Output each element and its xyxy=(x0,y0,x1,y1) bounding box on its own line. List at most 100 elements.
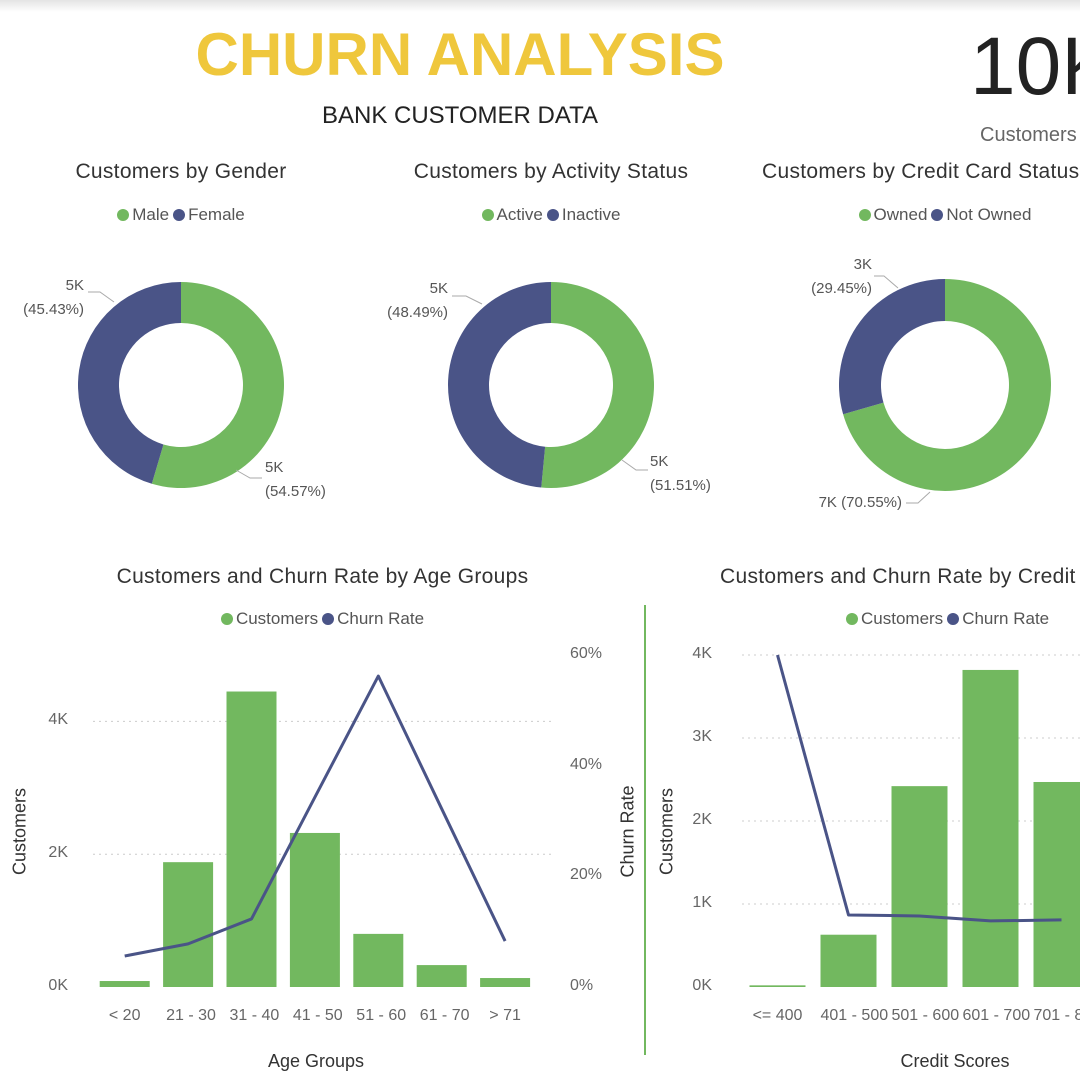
leader-line xyxy=(452,295,483,305)
legend-marker xyxy=(322,613,335,625)
percent-label: (54.57%) xyxy=(265,483,326,500)
y-tick-label: 4K xyxy=(692,645,712,662)
legend-label: Active xyxy=(496,205,543,224)
y-tick-label: 0K xyxy=(48,977,68,994)
chart-title: Customers by Credit Card Status xyxy=(762,160,1080,183)
legend-item: Male xyxy=(117,205,169,225)
x-axis-title: Age Groups xyxy=(267,1051,365,1071)
dashboard-title: CHURN ANALYSIS xyxy=(195,21,725,88)
legend-marker xyxy=(546,209,559,221)
x-tick-label: 21 - 30 xyxy=(166,1007,216,1024)
donut-slice xyxy=(78,282,181,484)
donut-slice xyxy=(843,279,1051,492)
chart-title: Customers and Churn Rate by Credit Score… xyxy=(720,565,1080,588)
legend-item: Owned xyxy=(858,205,928,225)
x-tick-label: 41 - 50 xyxy=(292,1007,343,1024)
x-axis-title: Credit Scores xyxy=(900,1051,1010,1071)
chart-title: Customers by Gender xyxy=(75,160,287,183)
legend-label: Customers xyxy=(235,609,319,628)
legend-marker xyxy=(117,209,130,221)
legend-marker xyxy=(931,209,944,221)
legend: Customers Churn Rate xyxy=(40,609,605,629)
legend-item: Active xyxy=(481,205,543,225)
legend-label: Not Owned xyxy=(946,205,1032,224)
x-tick-label: 61 - 70 xyxy=(419,1007,470,1024)
y2-tick-label: 0% xyxy=(570,977,594,994)
legend-item: Churn Rate xyxy=(947,609,1049,629)
leader-line xyxy=(235,469,262,479)
bar xyxy=(749,985,806,987)
legend-label: Male xyxy=(132,205,170,224)
bar xyxy=(353,933,404,987)
bar xyxy=(163,862,214,987)
percent-label: (48.49%) xyxy=(387,304,448,321)
legend-item: Not Owned xyxy=(931,205,1031,225)
count-label: 5K xyxy=(265,459,284,476)
legend-label: Female xyxy=(188,205,245,224)
x-tick-label: 501 - 600 xyxy=(891,1007,960,1024)
y-tick-label: 1K xyxy=(692,894,712,911)
y-tick-label: 3K xyxy=(692,728,712,745)
divider xyxy=(644,605,646,1055)
bar xyxy=(962,669,1019,987)
top-shade xyxy=(0,0,1080,12)
legend-label: Inactive xyxy=(561,205,621,224)
data-label: 5K (45.43%) xyxy=(6,274,84,322)
legend: Active Inactive xyxy=(380,205,722,225)
count-label: 7K xyxy=(818,494,837,511)
legend: Customers Churn Rate xyxy=(846,609,1080,629)
x-tick-label: 401 - 500 xyxy=(820,1007,889,1024)
legend-item: Female xyxy=(173,205,245,225)
legend-item: Inactive xyxy=(546,205,621,225)
leader-line xyxy=(621,459,648,471)
bar xyxy=(289,832,340,987)
legend-marker xyxy=(846,613,858,625)
donut-slice xyxy=(541,282,654,488)
x-tick-label: 51 - 60 xyxy=(356,1007,407,1024)
count-label: 5K xyxy=(65,277,84,294)
y-tick-label: 2K xyxy=(48,844,68,862)
legend-label: Owned xyxy=(873,205,928,224)
legend-label: Churn Rate xyxy=(962,609,1050,628)
x-tick-label: 601 - 700 xyxy=(962,1007,1031,1024)
count-label: 5K xyxy=(429,280,448,297)
bar xyxy=(820,934,877,987)
x-tick-label: 31 - 40 xyxy=(229,1007,280,1024)
legend: Male Female xyxy=(30,205,332,225)
legend-marker xyxy=(947,613,960,625)
kpi-value: 10K xyxy=(970,21,1080,112)
legend-marker xyxy=(173,209,186,221)
bar xyxy=(891,786,948,987)
donut-slice xyxy=(151,282,284,488)
legend-marker xyxy=(858,209,871,221)
legend-item: Customers xyxy=(846,609,943,629)
percent-label: (45.43%) xyxy=(23,301,84,318)
legend-label: Customers xyxy=(861,609,944,628)
count-label: 5K xyxy=(650,453,669,470)
count-label: 3K xyxy=(853,256,872,273)
legend-item: Customers xyxy=(220,609,319,629)
line-series xyxy=(776,654,1062,923)
x-tick-label: < 20 xyxy=(108,1007,141,1024)
y2-tick-label: 40% xyxy=(570,755,603,773)
legend-item: Churn Rate xyxy=(322,609,424,629)
bar xyxy=(480,978,531,987)
data-label: 5K (54.57%) xyxy=(265,456,343,504)
chart-title: Customers and Churn Rate by Age Groups xyxy=(116,565,529,588)
donut-slice xyxy=(447,282,551,488)
y-axis-title: Customers xyxy=(656,787,677,876)
leader-line xyxy=(874,275,899,289)
bar xyxy=(416,965,467,987)
dashboard-subtitle: BANK CUSTOMER DATA xyxy=(321,102,599,129)
x-tick-label: <= 400 xyxy=(752,1007,803,1024)
x-tick-label: 701 - 800 xyxy=(1033,1007,1080,1024)
legend: Owned Not Owned xyxy=(790,205,1080,225)
y2-tick-label: 20% xyxy=(570,866,603,884)
data-label: 5K (48.49%) xyxy=(370,277,448,325)
x-tick-label: > 71 xyxy=(489,1007,521,1024)
y-tick-label: 0K xyxy=(692,977,712,994)
bar xyxy=(226,691,277,987)
data-label: 7K (70.55%) xyxy=(790,491,902,515)
percent-label: (51.51%) xyxy=(650,477,711,494)
